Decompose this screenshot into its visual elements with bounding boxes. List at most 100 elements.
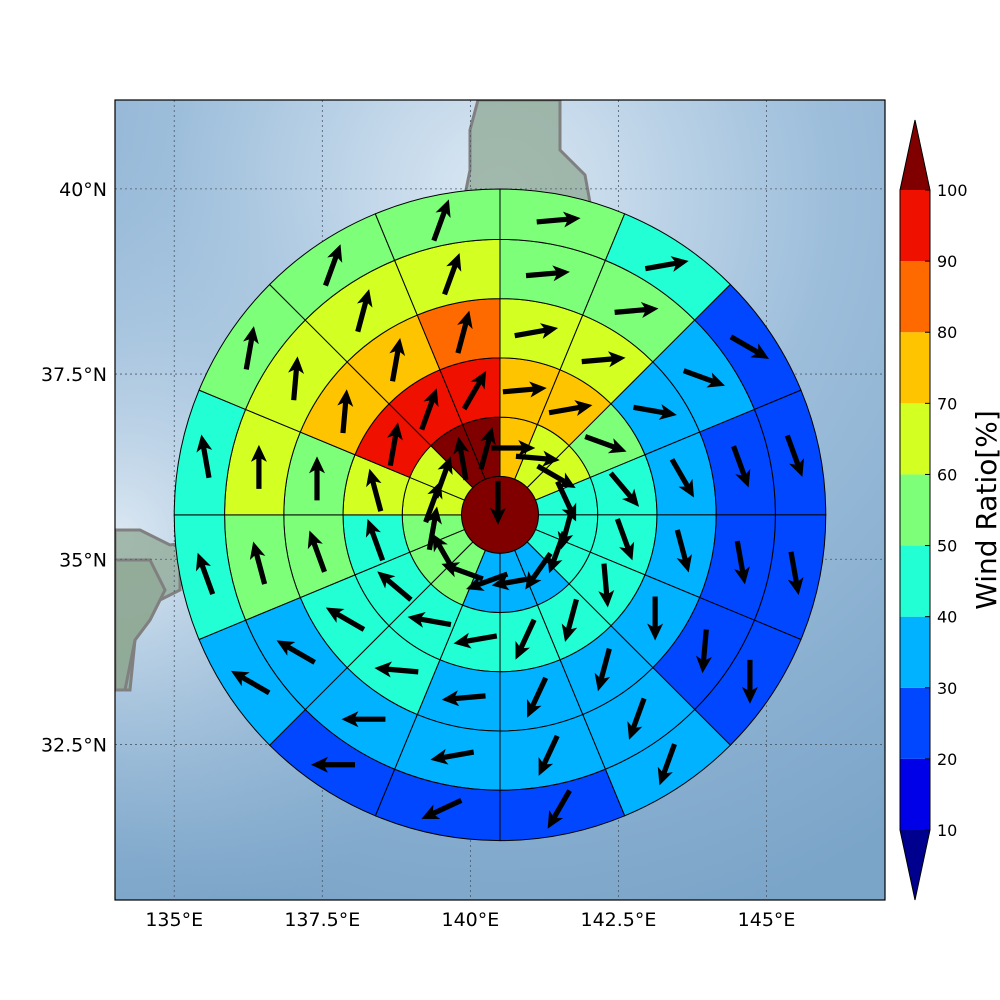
wind-arrow [307, 530, 327, 573]
latitude-tick-label: 37.5°N [41, 364, 107, 386]
wind-arrow [633, 404, 677, 420]
wind-arrow [525, 265, 570, 282]
colorbar-segment [900, 261, 930, 333]
wind-arrow [657, 743, 677, 786]
colorbar-segment [900, 758, 930, 830]
wind-arrow [442, 253, 462, 296]
wind-arrow [455, 310, 473, 354]
colorbar-tick-label: 10 [937, 821, 957, 840]
wind-arrow [249, 541, 268, 585]
wind-arrow [741, 659, 758, 704]
colorbar-segment [900, 403, 930, 475]
wind-arrow [453, 436, 470, 481]
wind-arrow [478, 426, 496, 470]
wind-arrow [536, 463, 576, 488]
wind-arrow [377, 571, 413, 602]
wind-arrow [695, 629, 712, 674]
wind-arrow [647, 596, 664, 641]
wind-arrow [288, 356, 305, 401]
wind-arrow [561, 598, 579, 642]
colorbar-segment [900, 474, 930, 546]
wind-arrow [421, 797, 463, 819]
wind-arrows [195, 199, 805, 829]
colorbar-label: Wind Ratio[%] [970, 410, 1000, 610]
wind-arrow [729, 334, 769, 359]
longitude-tick-label: 135°E [145, 909, 203, 931]
wind-arrow [491, 440, 536, 457]
wind-arrow [784, 434, 805, 477]
colorbar-segment [900, 545, 930, 617]
wind-arrow [731, 445, 751, 488]
wind-arrow [196, 434, 213, 479]
wind-arrow [310, 756, 355, 773]
colorbar-tick-label: 30 [937, 679, 957, 698]
colorbar-tick-label: 100 [937, 181, 968, 200]
wind-arrow [734, 540, 750, 585]
colorbar-tick-label: 40 [937, 608, 957, 627]
wind-arrow [407, 611, 452, 628]
wind-arrow [309, 456, 326, 501]
colorbar: 10 20 30 40 50 60 70 80 90 100 Wind Ratio[%] [899, 119, 1000, 901]
wind-arrow [536, 211, 581, 228]
map-axes: 135°E 137.5°E 140°E 142.5°E 145°E 32.5°N 35°N… [41, 99, 886, 931]
colorbar-segment [900, 616, 930, 688]
wind-arrow [365, 518, 386, 562]
wind-arrow [374, 661, 419, 678]
longitude-tick-label: 140°E [441, 909, 499, 931]
longitude-tick-label: 142.5°E [581, 909, 657, 931]
longitude-tick-label: 145°E [738, 909, 796, 931]
latitude-tick-label: 40°N [59, 179, 107, 201]
latitude-tick-label: 32.5°N [41, 734, 107, 756]
latitude-tick-label: 35°N [59, 549, 107, 571]
wind-arrow [387, 422, 403, 467]
wind-arrow [461, 370, 487, 411]
colorbar-tick-label: 60 [937, 465, 957, 484]
colorbar-extend-min [900, 830, 930, 900]
colorbar-segment [900, 190, 930, 262]
wind-arrow [548, 400, 593, 416]
wind-arrow [419, 388, 439, 431]
wind-arrow [355, 289, 373, 333]
wind-arrow [366, 468, 384, 512]
wind-arrow [514, 323, 559, 339]
map-frame [114, 99, 886, 901]
colorbar-segment [900, 687, 930, 759]
wind-arrow [441, 690, 486, 707]
wind-arrow [243, 326, 259, 370]
wind-arrow [594, 648, 612, 692]
wind-arrow [325, 607, 366, 632]
wind-arrow-center [490, 480, 506, 525]
wind-arrow [614, 518, 635, 561]
wind-arrow [430, 748, 475, 765]
wind-arrow [527, 676, 549, 718]
land-kyushu [115, 558, 167, 692]
colorbar-tick-label: 70 [937, 394, 957, 413]
wind-arrow [674, 529, 693, 573]
wind-arrow [608, 471, 640, 507]
wind-arrow [538, 734, 560, 776]
wind-arrow [341, 711, 386, 728]
colorbar-tick-label: 50 [937, 537, 957, 556]
colorbar-tick-label: 80 [937, 323, 957, 342]
wind-arrow [250, 444, 267, 489]
wind-arrow [627, 697, 647, 740]
latitude-tick-labels: 32.5°N 35°N 37.5°N 40°N [41, 179, 107, 757]
wind-arrow [614, 302, 659, 318]
colorbar-segment [900, 332, 930, 404]
wind-arrow [231, 670, 271, 696]
wind-arrow [584, 434, 627, 454]
wind-arrow [598, 563, 615, 608]
wind-arrow [787, 551, 804, 596]
colorbar-extend-max [900, 120, 930, 190]
wind-arrow [515, 618, 537, 660]
wind-arrow [466, 571, 509, 591]
colorbar-tick-label: 90 [937, 252, 957, 271]
wind-arrow [515, 450, 560, 467]
wind-arrow [453, 632, 498, 649]
wind-arrow [502, 381, 547, 398]
colorbar-tick-label: 20 [937, 750, 957, 769]
wind-arrow [337, 389, 354, 434]
wind-arrow [323, 244, 343, 287]
wind-arrow [547, 789, 572, 829]
